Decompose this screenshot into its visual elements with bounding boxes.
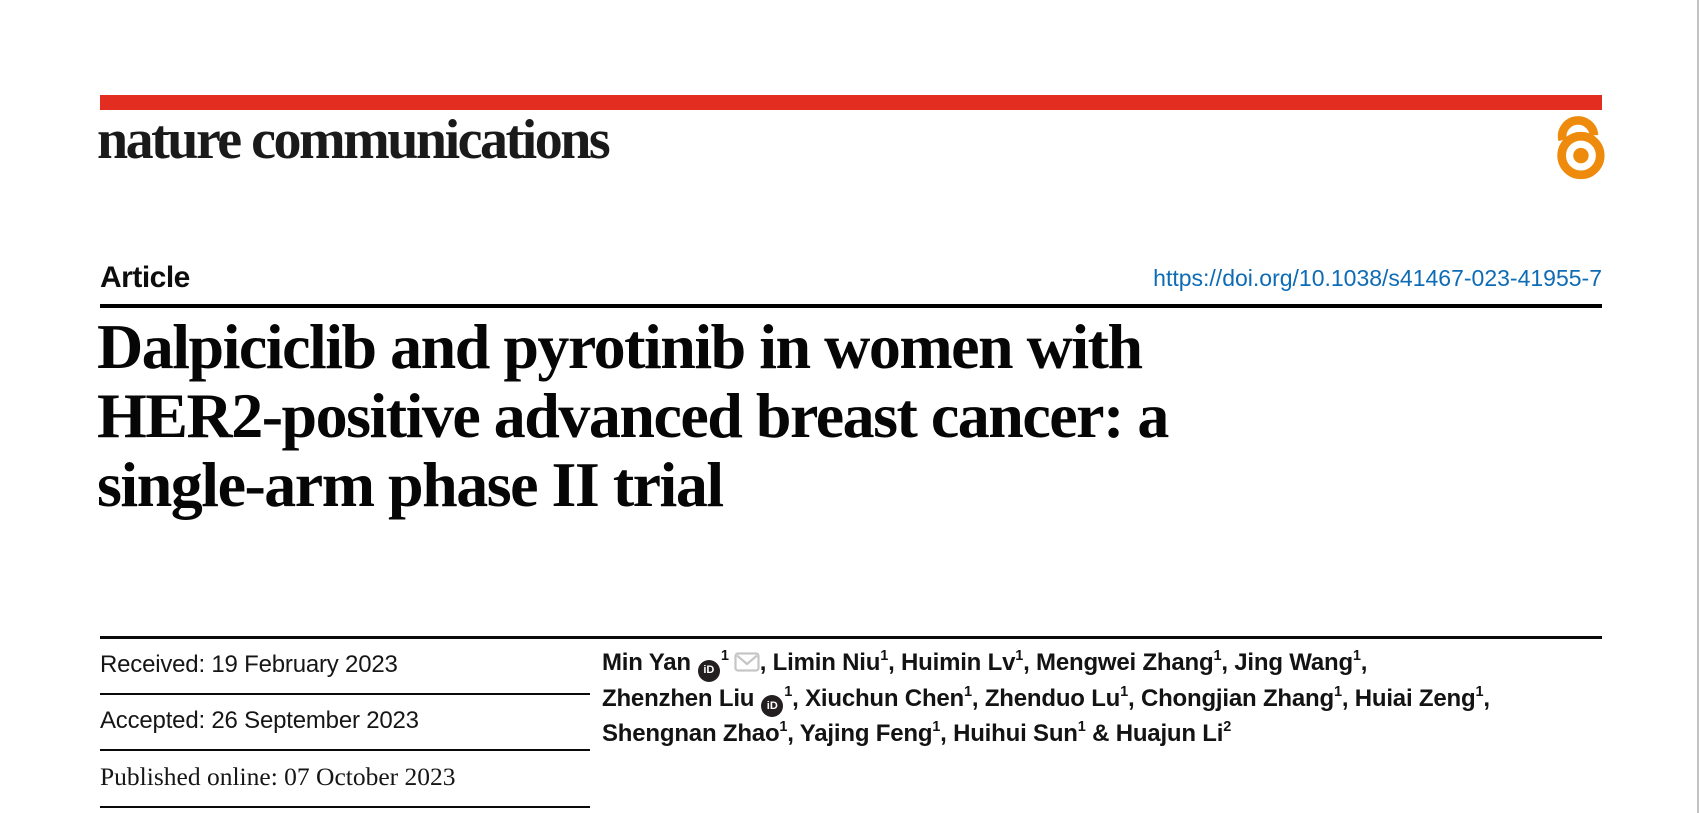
affiliation-superscript: 1 (880, 648, 889, 664)
affiliation-superscript: 1 (1333, 683, 1342, 700)
author-separator: , (1483, 684, 1490, 712)
author-name: Chongjian Zhang (1140, 684, 1334, 712)
author-name: Huihui Sun (953, 720, 1078, 747)
open-access-icon (1552, 104, 1606, 182)
author-separator: , (792, 684, 806, 712)
author-separator: , (1360, 649, 1368, 676)
author-line: Shengnan Zhao1, Yajing Feng1, Huihui Sun… (602, 716, 1612, 752)
journal-logo: nature communications (97, 109, 611, 171)
author-separator: , (759, 649, 773, 676)
author-name: Zhenzhen Liu (602, 684, 755, 712)
author-separator: , (1128, 684, 1141, 712)
affiliation-superscript: 1 (932, 719, 941, 735)
accepted-date: Accepted: 26 September 2023 (100, 707, 419, 734)
affiliation-superscript: 1 (779, 719, 788, 735)
brand-red-bar (100, 95, 1602, 110)
received-date: Received: 19 February 2023 (100, 651, 398, 678)
orcid-icon[interactable]: iD (697, 659, 720, 682)
open-padlock-icon (1557, 116, 1605, 180)
author-separator: , (1341, 684, 1355, 712)
author-separator: , (888, 649, 902, 676)
title-line-3: single-arm phase II trial (97, 449, 724, 520)
author-name: Huiai Zeng (1354, 684, 1476, 712)
affiliation-superscript: 1 (1077, 719, 1086, 735)
author-separator: , (940, 720, 954, 747)
affiliation-superscript: 2 (1223, 719, 1232, 735)
author-separator: , (1023, 649, 1037, 676)
history-top-divider (100, 636, 1602, 639)
author-name: Huajun Li (1115, 720, 1224, 747)
article-title: Dalpiciclib and pyrotinib in women with … (97, 312, 1577, 519)
author-name: Huimin Lv (901, 649, 1016, 676)
article-type-label: Article (100, 261, 190, 294)
author-separator: , (1221, 649, 1235, 676)
affiliation-superscript: 1 (1120, 683, 1129, 700)
email-envelope-icon[interactable] (734, 652, 760, 672)
author-name: Limin Niu (772, 649, 881, 676)
affiliation-superscript: 1 (720, 648, 729, 664)
divider-under-accepted (100, 749, 590, 751)
author-separator: , (971, 684, 985, 712)
affiliation-superscript: 1 (1352, 648, 1361, 664)
title-line-2: HER2-positive advanced breast cancer: a (97, 380, 1169, 451)
affiliation-superscript: 1 (1475, 683, 1484, 700)
author-name: Yajing Feng (799, 720, 933, 747)
author-name: Shengnan Zhao (602, 720, 780, 747)
author-line: Min Yan iD1, Limin Niu1, Huimin Lv1, Meng… (602, 645, 1612, 682)
doi-link[interactable]: https://doi.org/10.1038/s41467-023-41955… (1153, 265, 1602, 291)
page-right-edge (1697, 0, 1699, 813)
divider-under-published (100, 806, 590, 808)
divider-under-received (100, 693, 590, 695)
author-name: Xiuchun Chen (805, 684, 965, 712)
affiliation-superscript: 1 (964, 683, 972, 700)
author-separator: & (1085, 720, 1116, 747)
author-lines: Min Yan iD1, Limin Niu1, Huimin Lv1, Meng… (602, 645, 1612, 752)
affiliation-superscript: 1 (1213, 648, 1222, 664)
affiliation-superscript: 1 (784, 683, 793, 700)
published-date: Published online: 07 October 2023 (100, 762, 456, 791)
author-line: Zhenzhen Liu iD1, Xiuchun Chen1, Zhenduo … (602, 681, 1612, 718)
author-name: Zhenduo Lu (984, 684, 1121, 712)
affiliation-superscript: 1 (1015, 648, 1024, 664)
author-name: Jing Wang (1234, 649, 1353, 676)
author-separator: , (787, 720, 800, 747)
author-name: Mengwei Zhang (1036, 649, 1214, 676)
orcid-icon[interactable]: iD (761, 695, 784, 718)
header-divider (100, 304, 1602, 308)
title-line-1: Dalpiciclib and pyrotinib in women with (97, 311, 1143, 382)
author-name: Min Yan (602, 649, 691, 676)
